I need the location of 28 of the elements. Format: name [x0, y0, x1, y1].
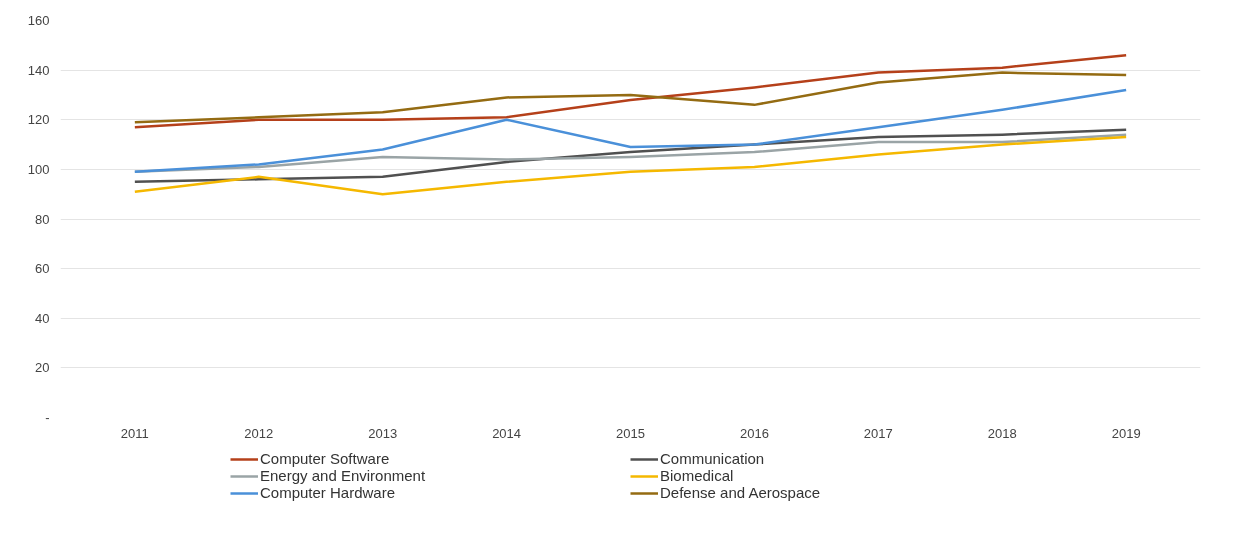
x-tick-label: 2013 — [368, 425, 398, 441]
y-tick-label: 20 — [35, 360, 50, 376]
legend-label: Communication — [660, 450, 766, 467]
y-tick-label: 120 — [27, 112, 50, 128]
line-series — [133, 53, 1128, 129]
y-tick-label: 160 — [27, 13, 50, 28]
y-tick-label: 60 — [35, 261, 50, 277]
x-tick-label: 2018 — [987, 425, 1017, 441]
y-tick-label: - — [45, 410, 50, 425]
x-tick-label: 2015 — [616, 425, 645, 441]
y-tick-label: 40 — [35, 310, 50, 326]
y-tick-label: 140 — [27, 62, 50, 78]
legend-label: Computer Hardware — [260, 484, 397, 501]
x-tick-label: 2012 — [244, 425, 274, 441]
line-series — [133, 135, 1128, 196]
x-tick-label: 2019 — [1111, 425, 1141, 441]
y-tick-label: 80 — [35, 211, 50, 227]
x-tick-label: 2014 — [492, 425, 522, 441]
line-series — [133, 71, 1128, 124]
x-tick-label: 2011 — [120, 425, 149, 441]
legend-label: Biomedical — [660, 467, 735, 484]
line-series — [133, 88, 1128, 174]
x-tick-label: 2016 — [739, 425, 769, 441]
legend-label: Defense and Aerospace — [660, 484, 822, 501]
y-tick-label: 100 — [27, 161, 50, 177]
x-tick-label: 2017 — [863, 425, 893, 441]
legend-label: Energy and Environment — [260, 467, 427, 484]
legend-label: Computer Software — [260, 450, 391, 467]
